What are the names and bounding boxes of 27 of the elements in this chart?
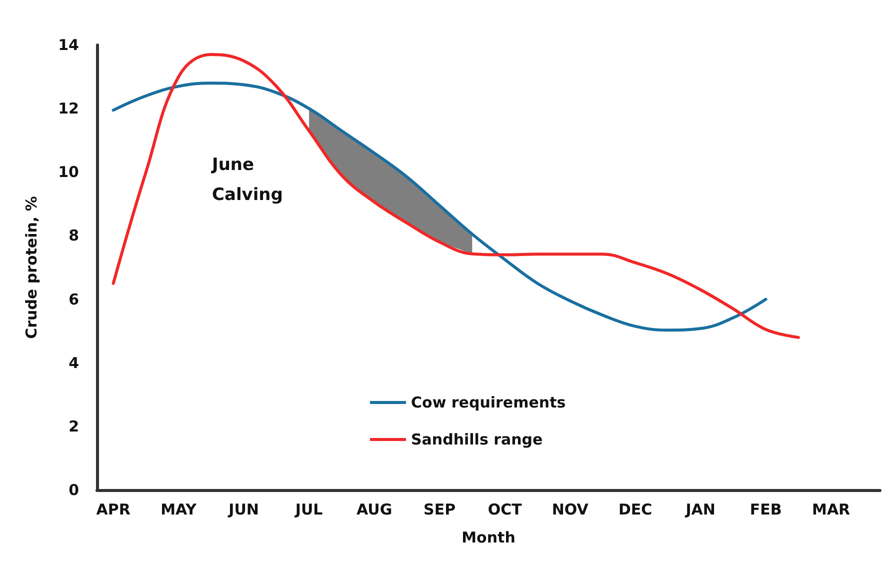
x-tick-label: JUL [294, 500, 324, 518]
x-tick-label: SEP [424, 500, 456, 518]
legend-label: Sandhills range [411, 430, 543, 448]
x-tick-label: DEC [618, 500, 652, 518]
x-tick-label: NOV [552, 500, 589, 518]
x-tick-label: FEB [750, 500, 782, 518]
x-tick-label: APR [96, 500, 131, 518]
x-tick-label: JAN [684, 500, 716, 518]
y-tick-label: 10 [58, 163, 79, 182]
line-series [112, 82, 768, 332]
y-tick-label: 12 [58, 100, 79, 118]
y-axis-title: Crude protein, % [22, 196, 40, 339]
y-tick-label: 0 [68, 481, 79, 499]
x-tick-label: MAY [160, 500, 198, 518]
line-series [112, 53, 800, 339]
x-axis-title: Month [462, 528, 516, 546]
y-tick-label: 8 [68, 226, 79, 245]
x-tick-label: OCT [488, 500, 523, 518]
x-tick-label: AUG [356, 500, 392, 518]
y-tick-label: 6 [68, 290, 79, 308]
x-tick-label: JUN [228, 500, 259, 518]
x-tick-label: MAR [812, 500, 851, 518]
y-tick-label: 2 [68, 417, 79, 436]
y-tick-label: 4 [68, 354, 79, 372]
annotation: June Calving [211, 155, 283, 205]
legend-label: Cow requirements [411, 394, 566, 412]
y-tick-label: 14 [58, 36, 79, 54]
